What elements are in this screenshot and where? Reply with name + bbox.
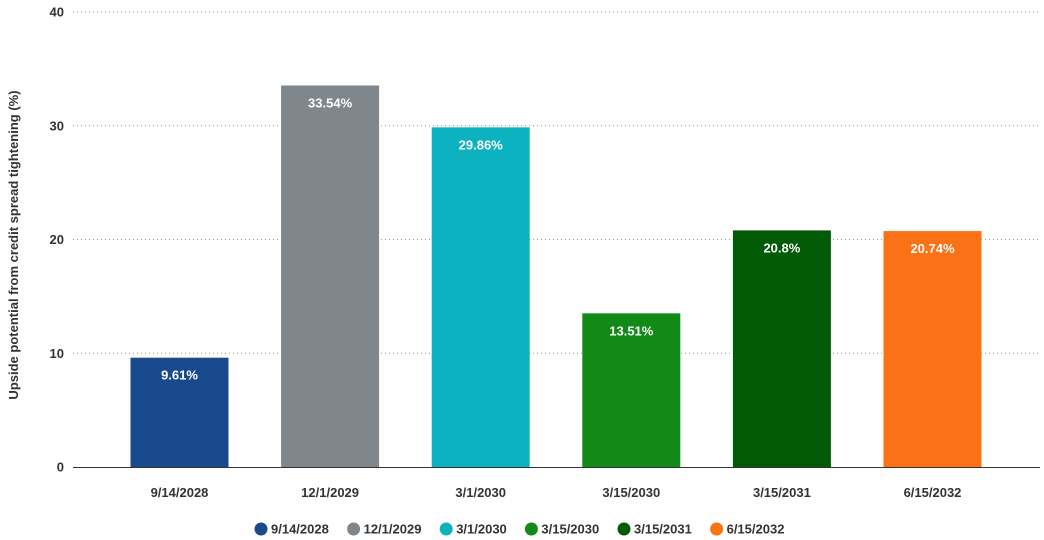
- y-tick-label: 30: [50, 118, 64, 133]
- bar-3[interactable]: [431, 127, 530, 467]
- legend-item[interactable]: 3/15/2031: [617, 522, 692, 537]
- data-label: 29.86%: [459, 137, 504, 152]
- x-axis-ticks: 9/14/2028 12/1/2029 3/1/2030 3/15/2030 3/15/…: [151, 485, 962, 500]
- legend-label: 3/15/2030: [541, 522, 599, 537]
- bar-1[interactable]: [130, 357, 229, 467]
- data-label: 20.74%: [910, 241, 955, 256]
- legend-marker: [710, 522, 724, 536]
- legend-label: 12/1/2029: [364, 522, 422, 537]
- y-axis-title: Upside potential from credit spread tigh…: [6, 90, 21, 399]
- legend-label: 6/15/2032: [727, 522, 785, 537]
- data-label: 9.61%: [161, 368, 198, 383]
- y-tick-label: 40: [50, 5, 64, 20]
- legend-label: 3/1/2030: [456, 522, 507, 537]
- legend-item[interactable]: 9/14/2028: [254, 522, 329, 537]
- x-tick-label: 6/15/2032: [904, 485, 962, 500]
- legend-marker: [524, 522, 538, 536]
- bar-4[interactable]: [582, 313, 681, 467]
- bar-6[interactable]: [883, 231, 982, 467]
- y-axis-ticks: 0 10 20 30 40: [50, 5, 64, 475]
- legend-item[interactable]: 12/1/2029: [347, 522, 421, 537]
- data-label: 20.8%: [763, 240, 800, 255]
- y-tick-label: 20: [50, 232, 64, 247]
- legend-marker: [617, 522, 631, 536]
- bar-2[interactable]: [281, 85, 380, 468]
- legend: 9/14/2028 12/1/2029 3/1/2030 3/15/2030 3/15/…: [254, 522, 784, 537]
- x-tick-label: 3/1/2030: [455, 485, 506, 500]
- legend-marker: [347, 522, 361, 536]
- legend-marker: [439, 522, 453, 536]
- x-tick-label: 3/15/2030: [602, 485, 660, 500]
- legend-label: 3/15/2031: [634, 522, 692, 537]
- x-tick-label: 12/1/2029: [301, 485, 359, 500]
- bars: 9.61% 33.54% 29.86% 13.51% 20.8% 20.74%: [130, 85, 982, 468]
- data-label: 13.51%: [609, 323, 654, 338]
- data-label: 33.54%: [308, 95, 353, 110]
- legend-item[interactable]: 6/15/2032: [710, 522, 784, 537]
- x-tick-label: 3/15/2031: [753, 485, 811, 500]
- y-tick-label: 0: [57, 460, 64, 475]
- y-tick-label: 10: [50, 346, 64, 361]
- x-tick-label: 9/14/2028: [151, 485, 209, 500]
- legend-item[interactable]: 3/15/2030: [524, 522, 599, 537]
- legend-item[interactable]: 3/1/2030: [439, 522, 507, 537]
- legend-marker: [254, 522, 268, 536]
- legend-label: 9/14/2028: [271, 522, 329, 537]
- bar-5[interactable]: [732, 230, 831, 467]
